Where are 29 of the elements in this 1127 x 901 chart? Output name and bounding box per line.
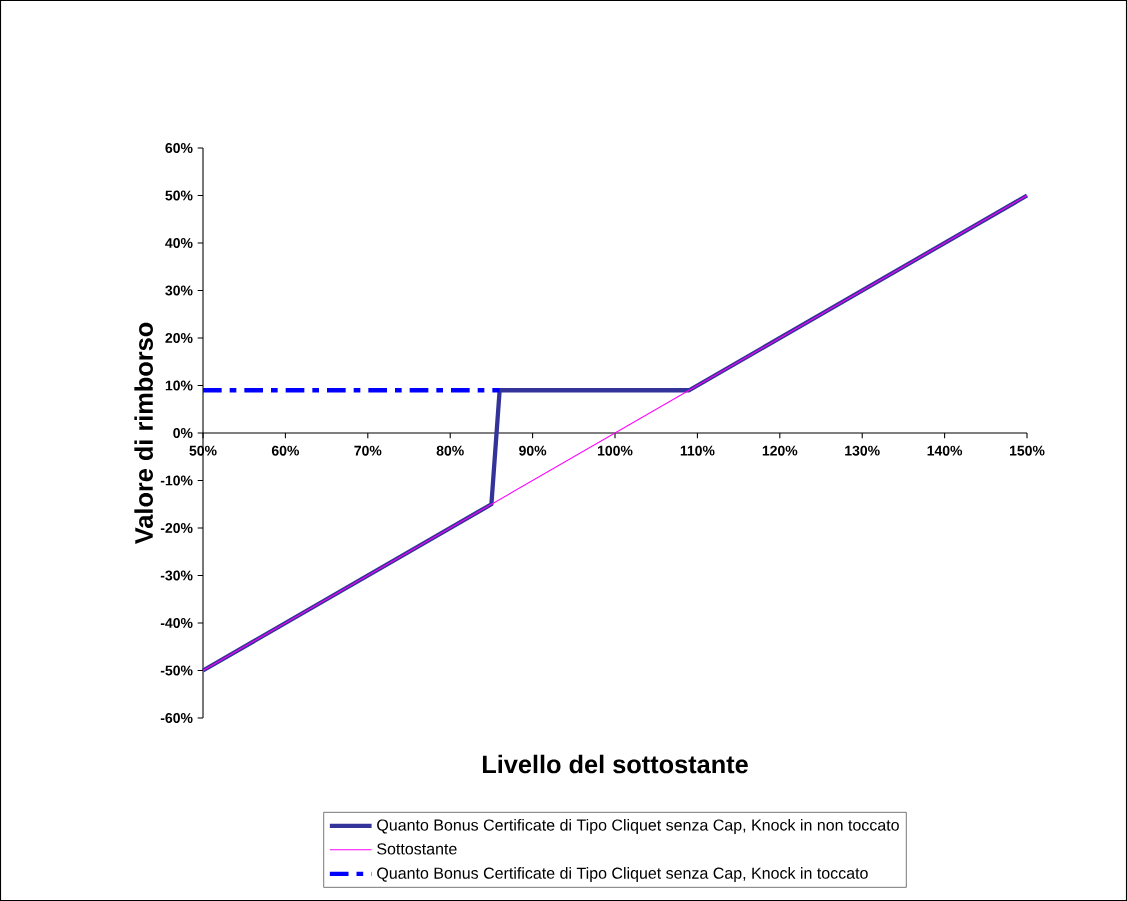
x-tick-label: 150% — [1009, 445, 1045, 456]
y-tick-label: -40% — [160, 618, 193, 628]
y-tick-label: 10% — [165, 380, 193, 391]
legend-label: Quanto Bonus Certificate di Tipo Cliquet senza Cap, Knock in toccato — [377, 867, 868, 882]
x-axis-title: Livello del sottostante — [482, 754, 748, 774]
x-tick-label: 50% — [189, 445, 217, 456]
y-tick-label: -20% — [160, 523, 193, 533]
y-tick-label: 50% — [165, 190, 193, 201]
y-axis-title: Valore di rimborso — [134, 322, 153, 545]
x-tick-label: 120% — [762, 445, 798, 456]
legend-label: Quanto Bonus Certificate di Tipo Cliquet senza Cap, Knock in non toccato — [377, 818, 899, 834]
x-tick-label: 70% — [354, 445, 382, 456]
y-tick-label: 20% — [165, 333, 193, 343]
y-tick-label: -30% — [160, 570, 193, 581]
legend-label: Sottostante — [377, 843, 457, 855]
x-tick-label: 100% — [597, 445, 633, 456]
y-tick-label: 60% — [165, 143, 193, 153]
x-tick-label: 90% — [519, 445, 547, 456]
x-tick-label: 80% — [436, 445, 464, 456]
y-tick-label: -60% — [160, 713, 193, 723]
y-tick-label: 0% — [173, 428, 193, 438]
y-tick-label: 30% — [165, 285, 193, 296]
y-tick-label: 40% — [165, 238, 193, 248]
y-tick-label: -10% — [160, 475, 193, 486]
x-tick-label: 110% — [680, 445, 715, 456]
y-tick-label: -50% — [160, 665, 193, 676]
x-tick-label: 60% — [271, 445, 300, 456]
x-tick-label: 140% — [927, 445, 963, 456]
x-tick-label: 130% — [845, 445, 880, 456]
